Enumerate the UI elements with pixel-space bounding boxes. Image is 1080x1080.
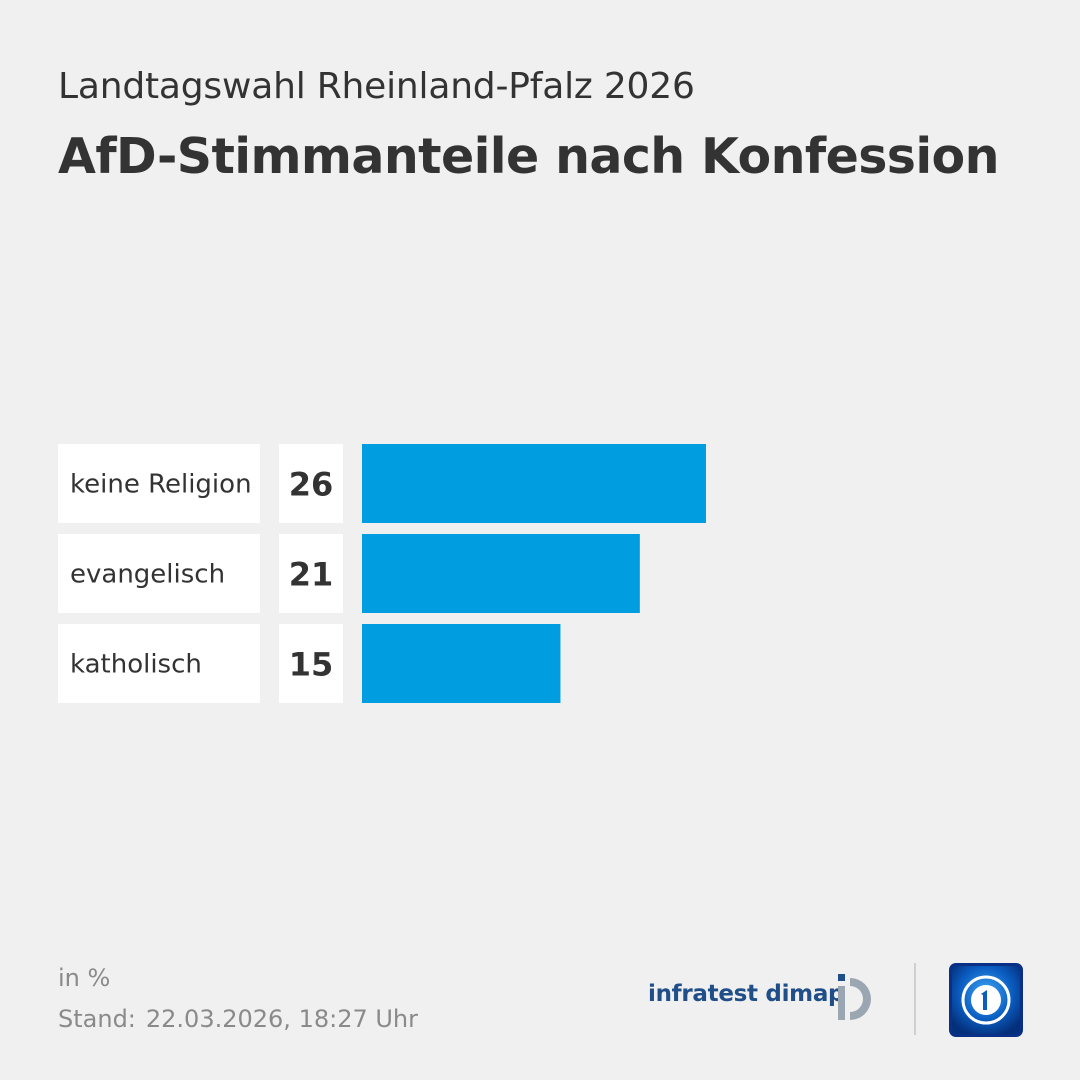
value-label-box (279, 534, 343, 613)
infratest-dimap-name: infratest dimap (648, 981, 845, 1007)
footer-divider (914, 963, 916, 1035)
stand-label: Stand: (58, 1005, 136, 1033)
category-label: evangelisch (70, 560, 225, 590)
value-label: 26 (289, 466, 334, 504)
bar (362, 444, 706, 523)
value-label: 15 (289, 646, 334, 684)
value-label-box (279, 624, 343, 703)
category-label-box (58, 624, 260, 703)
bar (362, 624, 561, 703)
chart-title: AfD-Stimmanteile nach Konfession (58, 128, 1000, 185)
timestamp: Stand: 22.03.2026, 18:27 Uhr (58, 1005, 418, 1033)
category-label: keine Religion (70, 470, 252, 500)
tagesschau-logo-icon (949, 963, 1023, 1037)
bar (362, 534, 640, 613)
category-label-box (58, 444, 260, 523)
chart-subtitle: Landtagswahl Rheinland-Pfalz 2026 (58, 66, 695, 107)
category-label-box (58, 534, 260, 613)
stand-date: 22.03.2026, 18:27 Uhr (145, 1005, 418, 1033)
unit-note: in % (58, 964, 111, 992)
value-label: 21 (289, 556, 334, 594)
category-label: katholisch (70, 650, 202, 680)
value-label-box (279, 444, 343, 523)
infratest-dimap-logo-icon (838, 974, 871, 1020)
